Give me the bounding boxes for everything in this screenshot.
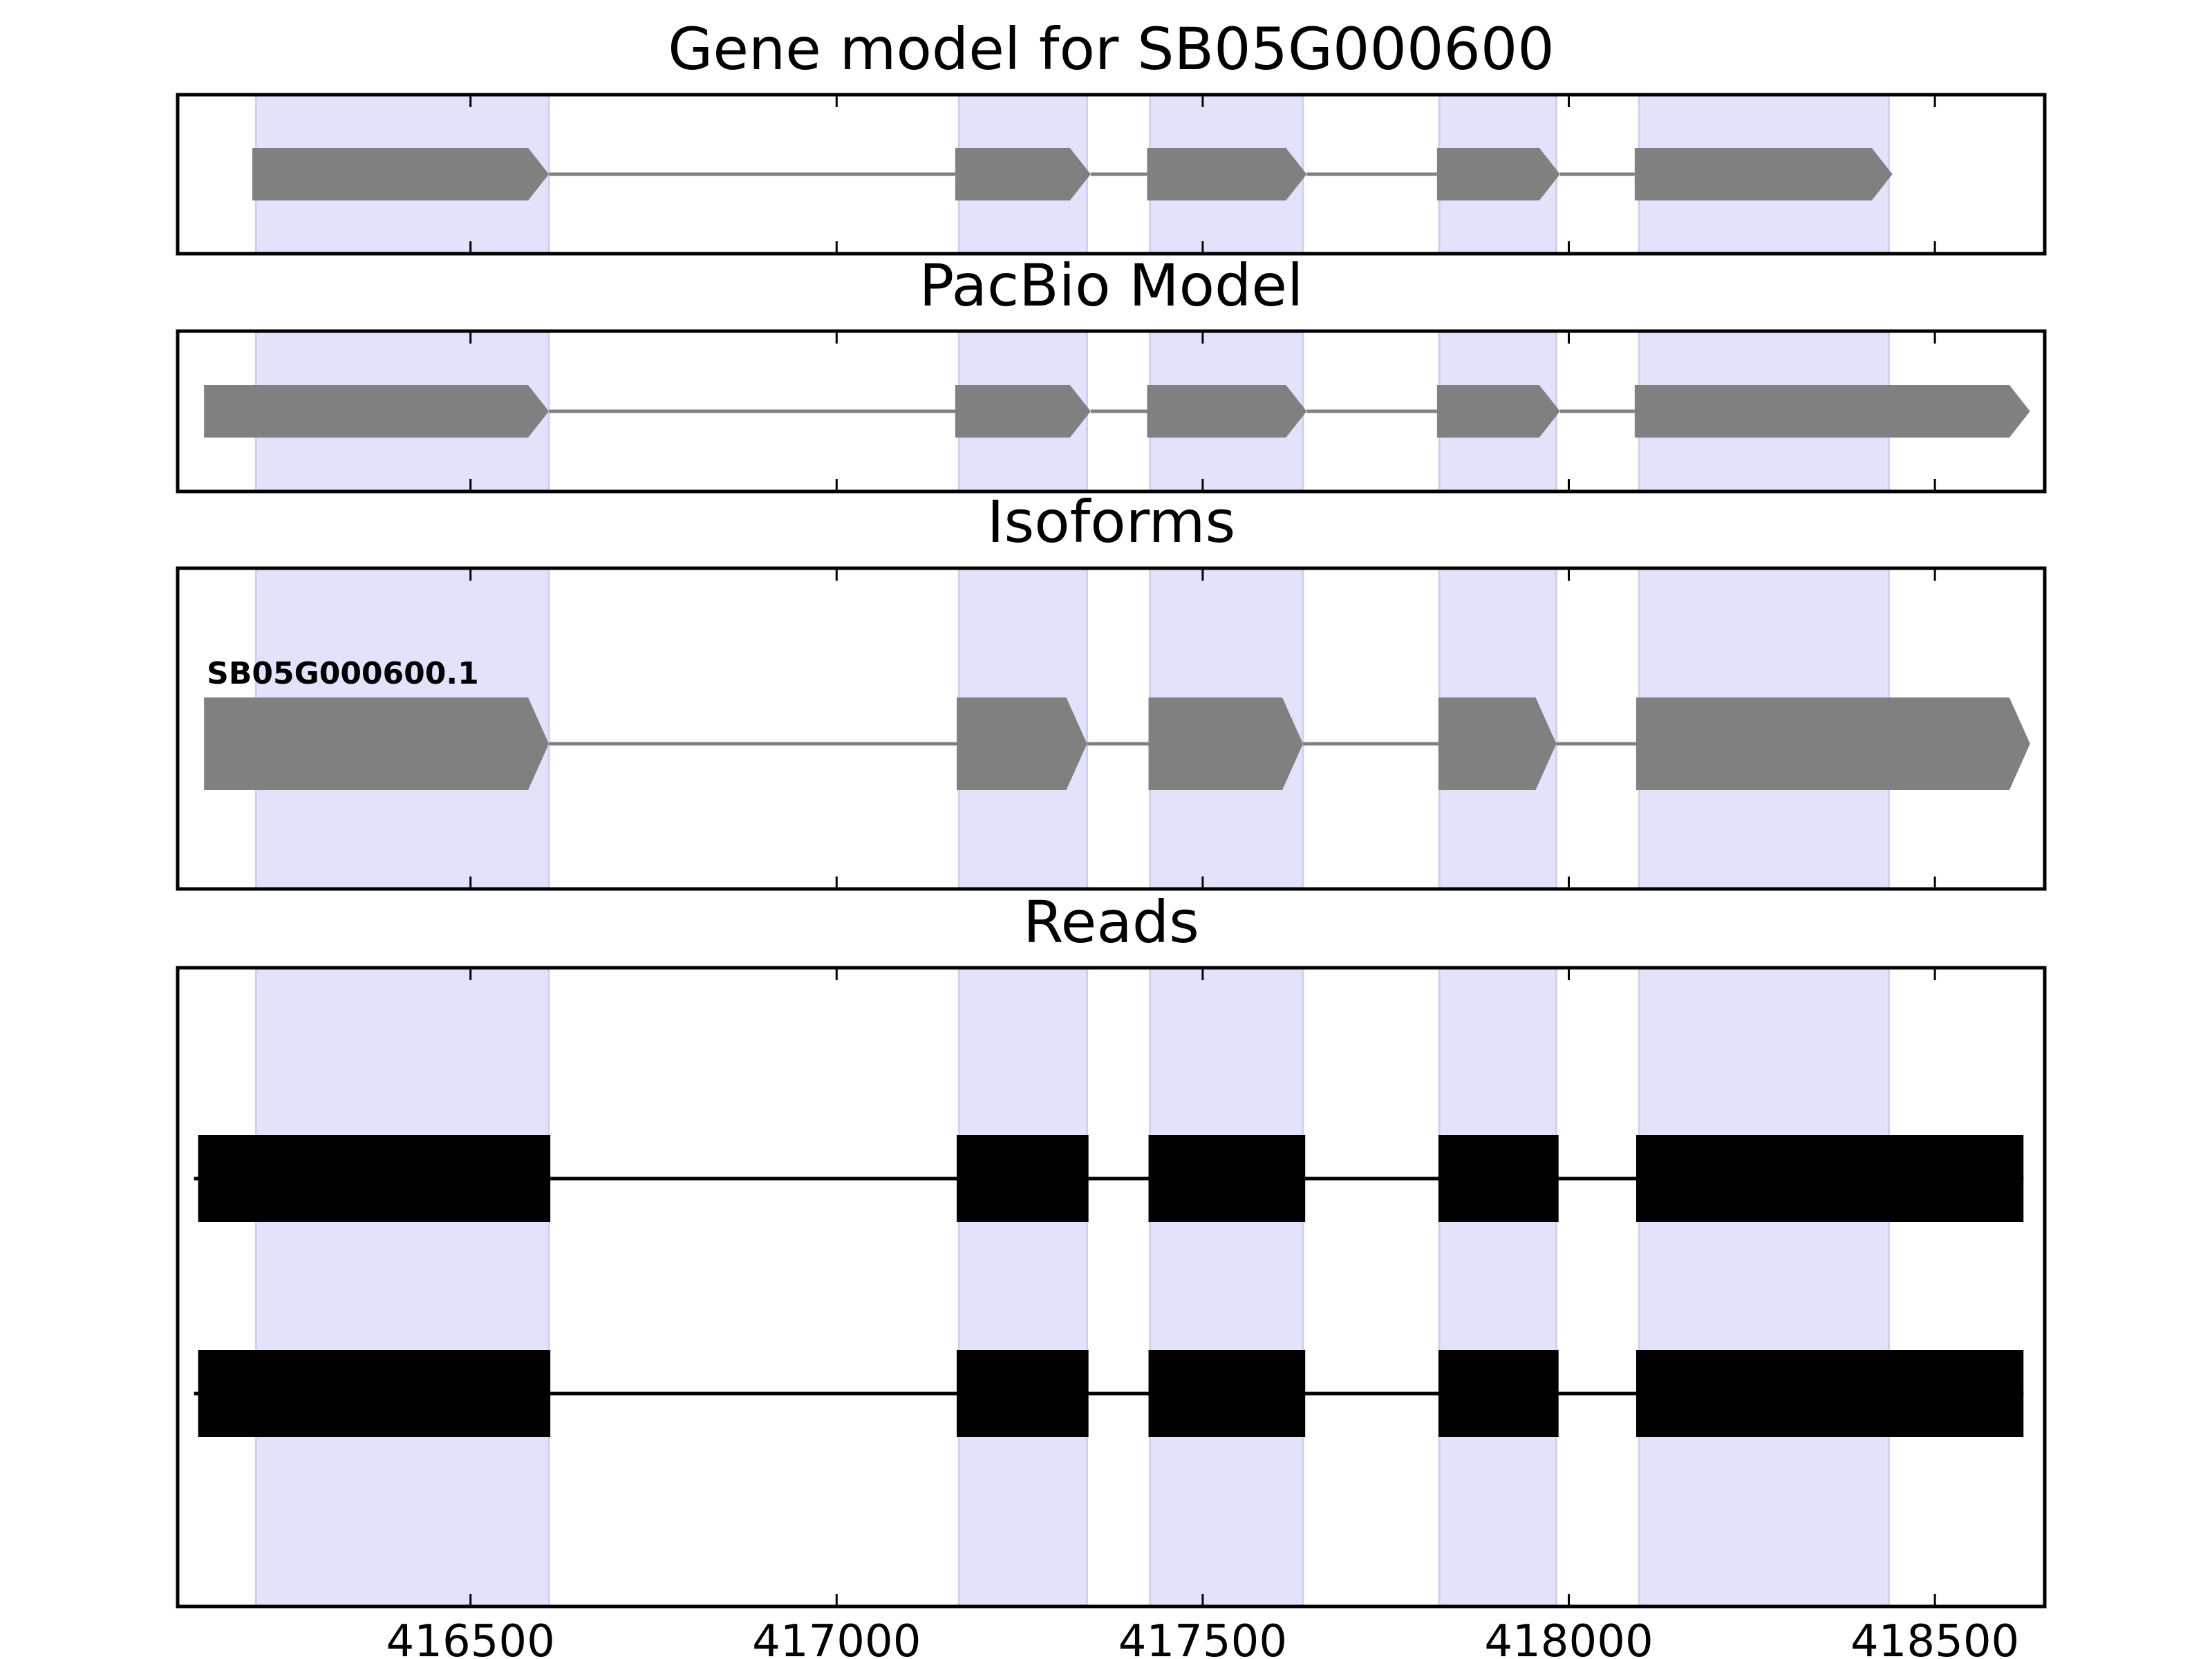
read-block: [198, 1135, 551, 1222]
exon-arrow: [1634, 148, 1893, 200]
exon-arrow: [1436, 385, 1560, 438]
read-block: [957, 1350, 1089, 1437]
highlight-region: [957, 966, 1089, 1608]
panel-title: Gene model for SB05G000600: [668, 15, 1554, 83]
exon-arrow: [204, 385, 550, 438]
panel-title: Isoforms: [987, 488, 1236, 556]
isoform-label: SB05G000600.1: [207, 656, 479, 691]
highlight-region: [1638, 966, 1890, 1608]
read-block: [198, 1350, 551, 1437]
exon-arrow: [1147, 385, 1307, 438]
exon-arrow: [1147, 148, 1307, 200]
highlight-region: [254, 966, 550, 1608]
exon-arrow: [1148, 697, 1304, 790]
read-block: [1148, 1350, 1306, 1437]
x-tick-label: 418000: [1484, 1616, 1653, 1659]
panel-title: PacBio Model: [919, 252, 1304, 319]
x-tick-label: 418500: [1850, 1616, 2019, 1659]
read-block: [1635, 1135, 2024, 1222]
exon-arrow: [1635, 697, 2030, 790]
panel-title: Reads: [1023, 888, 1199, 956]
x-tick-label: 417500: [1118, 1616, 1287, 1659]
exon-arrow: [955, 385, 1091, 438]
panel-frame: [176, 566, 2047, 891]
x-tick-label: 417000: [752, 1616, 921, 1659]
panel-frame: [176, 966, 2047, 1609]
exon-arrow: [204, 697, 550, 790]
read-block: [957, 1135, 1089, 1222]
read-block: [1438, 1350, 1559, 1437]
exon-arrow: [1438, 697, 1557, 790]
exon-arrow: [1436, 148, 1560, 200]
panel-frame: [176, 93, 2047, 256]
exon-arrow: [957, 697, 1087, 790]
highlight-region: [1438, 966, 1558, 1608]
exon-arrow: [955, 148, 1091, 200]
highlight-region: [1149, 966, 1304, 1608]
x-tick-label: 416500: [386, 1616, 555, 1659]
read-block: [1635, 1350, 2024, 1437]
panel-frame: [176, 329, 2047, 494]
read-block: [1148, 1135, 1306, 1222]
exon-arrow: [1634, 385, 2030, 438]
exon-arrow: [252, 148, 550, 200]
read-block: [1438, 1135, 1559, 1222]
